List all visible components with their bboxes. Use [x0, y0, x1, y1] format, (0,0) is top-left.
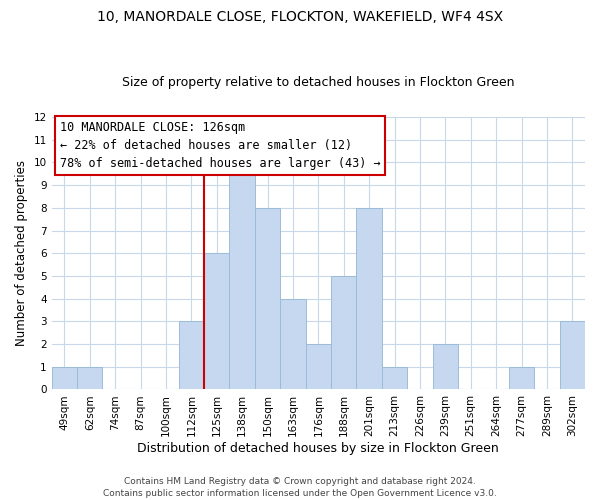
Text: Contains HM Land Registry data © Crown copyright and database right 2024.
Contai: Contains HM Land Registry data © Crown c… — [103, 476, 497, 498]
Text: 10, MANORDALE CLOSE, FLOCKTON, WAKEFIELD, WF4 4SX: 10, MANORDALE CLOSE, FLOCKTON, WAKEFIELD… — [97, 10, 503, 24]
Bar — [331, 276, 356, 390]
Bar — [52, 367, 77, 390]
Bar — [560, 322, 585, 390]
Bar — [382, 367, 407, 390]
X-axis label: Distribution of detached houses by size in Flockton Green: Distribution of detached houses by size … — [137, 442, 499, 455]
Bar — [509, 367, 534, 390]
Bar — [280, 298, 305, 390]
Bar — [179, 322, 204, 390]
Bar — [255, 208, 280, 390]
Title: Size of property relative to detached houses in Flockton Green: Size of property relative to detached ho… — [122, 76, 515, 90]
Bar — [433, 344, 458, 390]
Y-axis label: Number of detached properties: Number of detached properties — [15, 160, 28, 346]
Bar — [305, 344, 331, 390]
Text: 10 MANORDALE CLOSE: 126sqm
← 22% of detached houses are smaller (12)
78% of semi: 10 MANORDALE CLOSE: 126sqm ← 22% of deta… — [59, 121, 380, 170]
Bar — [356, 208, 382, 390]
Bar — [77, 367, 103, 390]
Bar — [204, 254, 229, 390]
Bar — [229, 162, 255, 390]
